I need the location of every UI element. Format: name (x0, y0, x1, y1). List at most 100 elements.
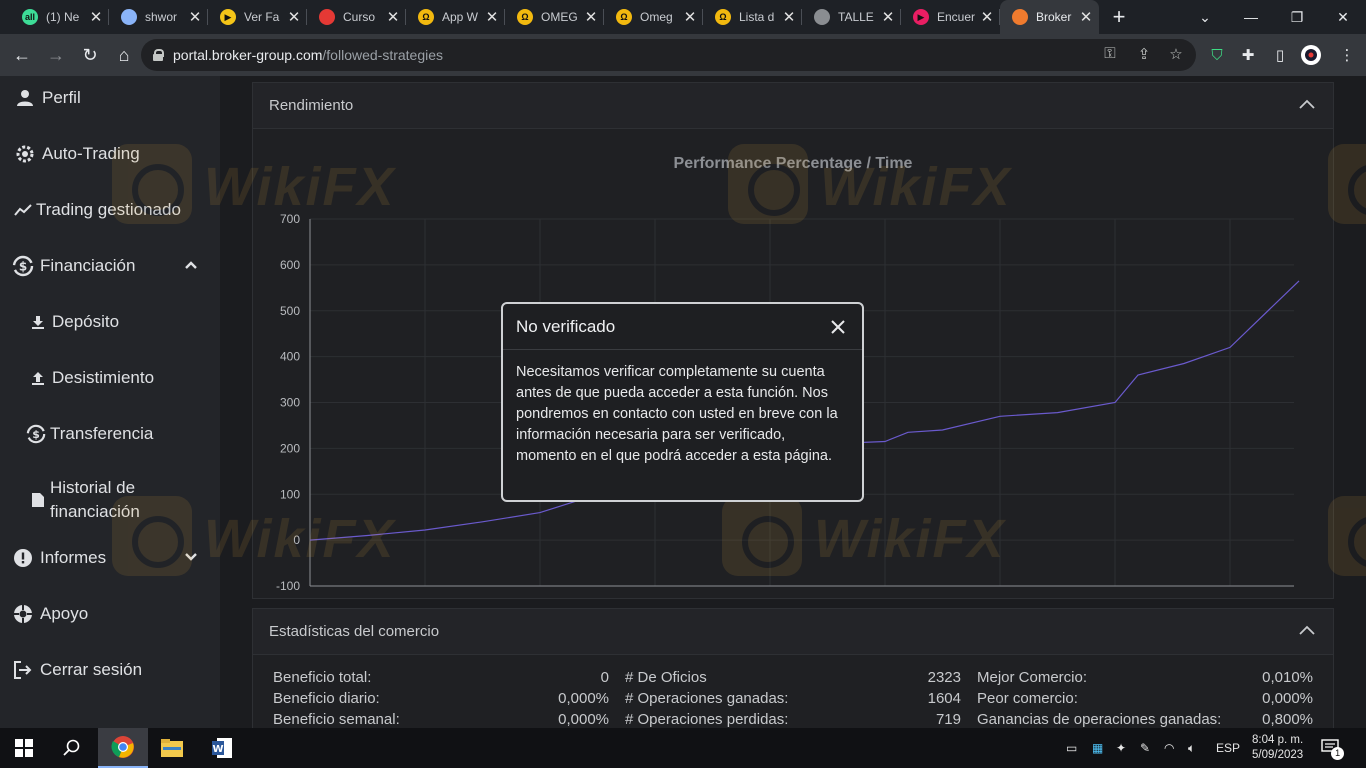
stat-value: 0,000% (558, 711, 609, 728)
x-tick-label: dic. (531, 598, 550, 599)
bookmark-star-icon[interactable]: ☆ (1169, 46, 1183, 63)
browser-tab[interactable]: all (1) Ne ✕ (10, 0, 109, 34)
extensions-puzzle-icon[interactable]: ✚ (1241, 47, 1255, 64)
sidebar-item-transferencia[interactable]: $ Transferencia (0, 414, 220, 454)
tab-close-icon[interactable]: ✕ (485, 9, 499, 26)
forward-icon[interactable]: → (47, 44, 65, 65)
tray-app-icon[interactable]: ✎ (1140, 741, 1151, 755)
sidebar-item-trading-gestionado[interactable]: Trading gestionado (0, 190, 220, 230)
back-icon[interactable]: ← (13, 44, 31, 65)
tab-close-icon[interactable]: ✕ (188, 9, 202, 26)
sidebar-item-historial[interactable]: Historial de financiación (0, 472, 220, 528)
minimize-button[interactable]: — (1244, 9, 1258, 25)
tab-separator (504, 9, 505, 25)
browser-tab[interactable]: ▶ Encuer ✕ (901, 0, 1000, 34)
sidebar-item-informes[interactable]: Informes (0, 538, 220, 578)
volume-icon[interactable]: 🔈︎ (1188, 740, 1196, 755)
restore-button[interactable]: ❐ (1290, 8, 1304, 25)
sidebar-item-financiacion[interactable]: $ Financiación (0, 246, 220, 286)
tab-close-icon[interactable]: ✕ (980, 9, 994, 26)
stat-value: 1604 (927, 690, 961, 707)
sidebar-item-label: Informes (40, 548, 107, 567)
tab-close-icon[interactable]: ✕ (89, 9, 103, 26)
chevron-up-icon[interactable] (1299, 622, 1315, 638)
browser-tab[interactable]: ▶ Ver Fa ✕ (208, 0, 307, 34)
stat-value: 719 (935, 711, 961, 728)
chrome-taskbar-icon[interactable] (98, 728, 148, 768)
browser-tab[interactable]: TALLE ✕ (802, 0, 901, 34)
side-panel-icon[interactable]: ▯ (1275, 47, 1285, 64)
key-icon[interactable]: ⚿ (1104, 45, 1116, 62)
tab-strip: all (1) Ne ✕ shwor ✕ ▶ Ver Fa ✕ Curso ✕ Ω App W ✕ Ω OM… (0, 0, 1099, 34)
sidebar-item-auto-trading[interactable]: Auto-Trading (0, 134, 220, 174)
browser-tab[interactable]: Ω Omeg ✕ (604, 0, 703, 34)
address-bar[interactable]: portal.broker-group.com/followed-strateg… (141, 39, 1196, 71)
search-icon[interactable] (48, 728, 96, 768)
stat-label: Ganancias de operaciones ganadas: (977, 711, 1222, 728)
home-icon[interactable]: ⌂ (118, 44, 130, 65)
network-app-icon[interactable]: ▦ (1092, 741, 1104, 755)
tab-search-icon[interactable]: ⌄ (1199, 8, 1211, 25)
not-verified-modal: No verificado Necesitamos verificar comp… (501, 302, 864, 502)
user-icon (14, 87, 36, 109)
chevron-down-icon[interactable] (184, 551, 198, 565)
tab-close-icon[interactable]: ✕ (782, 9, 796, 26)
tab-favicon-icon: Ω (418, 9, 434, 25)
sidebar-item-apoyo[interactable]: Apoyo (0, 594, 220, 634)
sidebar-item-cerrar-sesion[interactable]: Cerrar sesión (0, 650, 220, 690)
share-icon[interactable]: ⇪ (1137, 46, 1151, 63)
close-icon[interactable] (830, 319, 846, 335)
windows-start-icon[interactable] (0, 728, 48, 768)
tab-title: TALLE (838, 10, 874, 24)
language-indicator[interactable]: ESP (1216, 741, 1241, 755)
sidebar-item-label: Auto-Trading (42, 144, 140, 163)
tray-app-icon[interactable]: ✦ (1116, 741, 1127, 755)
tab-favicon-icon: Ω (517, 9, 533, 25)
browser-tab[interactable]: shwor ✕ (109, 0, 208, 34)
stat-label: Beneficio total: (273, 669, 372, 686)
chevron-up-icon[interactable] (1299, 96, 1315, 112)
tab-close-icon[interactable]: ✕ (683, 9, 697, 26)
browser-tab[interactable]: Ω App W ✕ (406, 0, 505, 34)
y-tick-label: 600 (280, 258, 300, 272)
profile-avatar[interactable] (1300, 44, 1322, 66)
tab-close-icon[interactable]: ✕ (1079, 9, 1093, 26)
word-icon[interactable]: W (198, 728, 246, 768)
stat-value: 0,000% (558, 690, 609, 707)
sidebar-item-desistimiento[interactable]: Desistimiento (0, 358, 220, 398)
browser-tab[interactable]: Ω Lista d ✕ (703, 0, 802, 34)
notifications-icon[interactable]: 1 (1321, 738, 1345, 760)
chevron-up-icon[interactable] (184, 259, 198, 273)
browser-tab-bar: all (1) Ne ✕ shwor ✕ ▶ Ver Fa ✕ Curso ✕ Ω App W ✕ Ω OM… (0, 0, 1366, 34)
tab-favicon-icon (121, 9, 137, 25)
new-tab-button[interactable]: + (1112, 4, 1126, 29)
transfer-icon: $ (26, 423, 46, 445)
stats-panel-header[interactable]: Estadísticas del comercio (253, 609, 1333, 655)
stat-row: Mejor Comercio: 0,010% (977, 669, 1313, 690)
tab-separator (108, 9, 109, 25)
sidebar-item-perfil[interactable]: Perfil (0, 78, 220, 118)
browser-tab[interactable]: Broker ✕ (1000, 0, 1099, 34)
close-window-button[interactable]: ✕ (1337, 8, 1349, 25)
clock[interactable]: 8:04 p. m. 5/09/2023 (1252, 733, 1303, 763)
browser-tab[interactable]: Ω OMEG ✕ (505, 0, 604, 34)
browser-tab[interactable]: Curso ✕ (307, 0, 406, 34)
tab-close-icon[interactable]: ✕ (386, 9, 400, 26)
tab-close-icon[interactable]: ✕ (584, 9, 598, 26)
file-explorer-icon[interactable] (148, 728, 196, 768)
reload-icon[interactable]: ↻ (82, 44, 98, 65)
browser-menu-icon[interactable]: ⋮ (1339, 47, 1355, 64)
tab-separator (405, 9, 406, 25)
lock-icon[interactable] (153, 49, 164, 61)
tab-close-icon[interactable]: ✕ (881, 9, 895, 26)
sidebar-item-label: Desistimiento (52, 368, 155, 387)
modal-header: No verificado (503, 304, 862, 350)
tab-separator (207, 9, 208, 25)
battery-icon[interactable]: ▭ (1066, 741, 1078, 755)
performance-panel-header[interactable]: Rendimiento (253, 83, 1333, 129)
shield-extension-icon[interactable]: ⛉ (1211, 46, 1223, 64)
browser-toolbar: ← → ↻ ⌂ portal.broker-group.com/followed… (0, 34, 1366, 76)
wifi-icon[interactable]: ◠ (1164, 741, 1175, 755)
tab-close-icon[interactable]: ✕ (287, 9, 301, 26)
sidebar-item-deposito[interactable]: Depósito (0, 302, 220, 342)
